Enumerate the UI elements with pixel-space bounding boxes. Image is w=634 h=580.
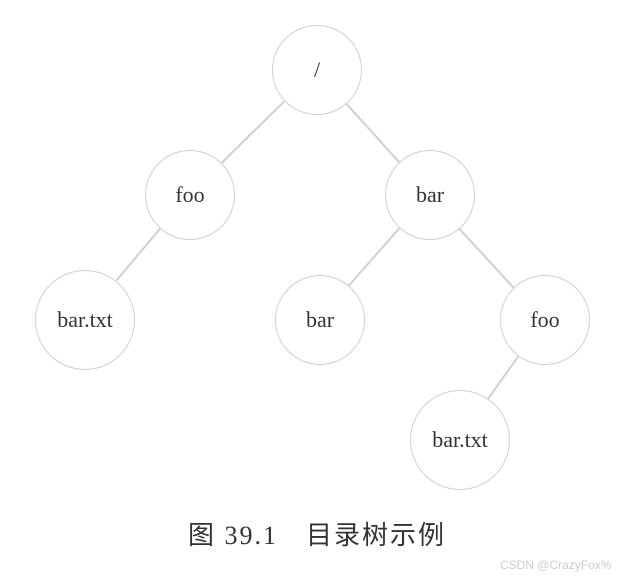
tree-node-foo2: foo: [500, 275, 590, 365]
tree-node-foo: foo: [145, 150, 235, 240]
tree-node-bar2: bar: [275, 275, 365, 365]
tree-edge: [116, 228, 161, 281]
tree-edge: [459, 228, 514, 288]
tree-node-bartxt2: bar.txt: [410, 390, 510, 490]
tree-node-bar: bar: [385, 150, 475, 240]
tree-node-bartxt1: bar.txt: [35, 270, 135, 370]
tree-edge: [346, 103, 400, 162]
tree-edge: [488, 356, 519, 399]
watermark-text: CSDN @CrazyFox%: [500, 558, 612, 572]
tree-node-root: /: [272, 25, 362, 115]
tree-edge: [349, 228, 401, 286]
diagram-container: /foobarbar.txtbarfoobar.txt 图 39.1 目录树示例…: [0, 0, 634, 580]
figure-caption: 图 39.1 目录树示例: [0, 515, 634, 552]
tree-edge: [221, 100, 285, 163]
